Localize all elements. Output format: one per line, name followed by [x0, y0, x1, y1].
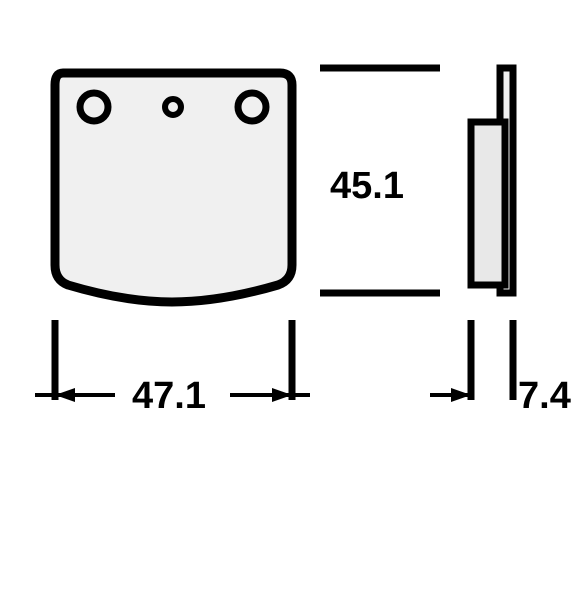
- height-label: 45.1: [330, 165, 404, 208]
- diagram-svg: [0, 0, 585, 585]
- side-pad-material: [471, 122, 505, 285]
- width-label: 47.1: [132, 375, 206, 418]
- technical-diagram: 45.1 47.1 7.4: [0, 0, 585, 585]
- brake-pad-front: [55, 73, 292, 302]
- thickness-label: 7.4: [518, 375, 571, 418]
